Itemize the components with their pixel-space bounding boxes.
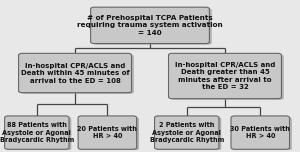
FancyBboxPatch shape — [21, 55, 134, 94]
FancyBboxPatch shape — [233, 117, 292, 150]
FancyBboxPatch shape — [154, 116, 219, 149]
FancyBboxPatch shape — [78, 116, 136, 149]
Text: 20 Patients with
HR > 40: 20 Patients with HR > 40 — [77, 126, 137, 139]
FancyBboxPatch shape — [7, 117, 71, 150]
Text: In-hospital CPR/ACLS and
Death within 45 minutes of
arrival to the ED = 108: In-hospital CPR/ACLS and Death within 45… — [21, 62, 129, 83]
Text: 30 Patients with
HR > 40: 30 Patients with HR > 40 — [230, 126, 290, 139]
FancyBboxPatch shape — [19, 53, 131, 93]
FancyBboxPatch shape — [231, 116, 290, 149]
Text: 2 Patients with
Asystole or Agonal
Bradycardic Rhythm: 2 Patients with Asystole or Agonal Brady… — [150, 122, 224, 143]
FancyBboxPatch shape — [171, 55, 284, 100]
FancyBboxPatch shape — [80, 117, 139, 150]
FancyBboxPatch shape — [93, 8, 212, 45]
Text: # of Prehospital TCPA Patients
requiring trauma system activation
= 140: # of Prehospital TCPA Patients requiring… — [77, 15, 223, 36]
FancyBboxPatch shape — [4, 116, 69, 149]
Text: 88 Patients with
Asystole or Agonal
Bradycardic Rhythm: 88 Patients with Asystole or Agonal Brad… — [0, 122, 74, 143]
FancyBboxPatch shape — [157, 117, 221, 150]
FancyBboxPatch shape — [169, 53, 281, 99]
FancyBboxPatch shape — [91, 7, 209, 43]
Text: In-hospital CPR/ACLS and
Death greater than 45
minutes after arrival to
the ED =: In-hospital CPR/ACLS and Death greater t… — [175, 62, 275, 90]
